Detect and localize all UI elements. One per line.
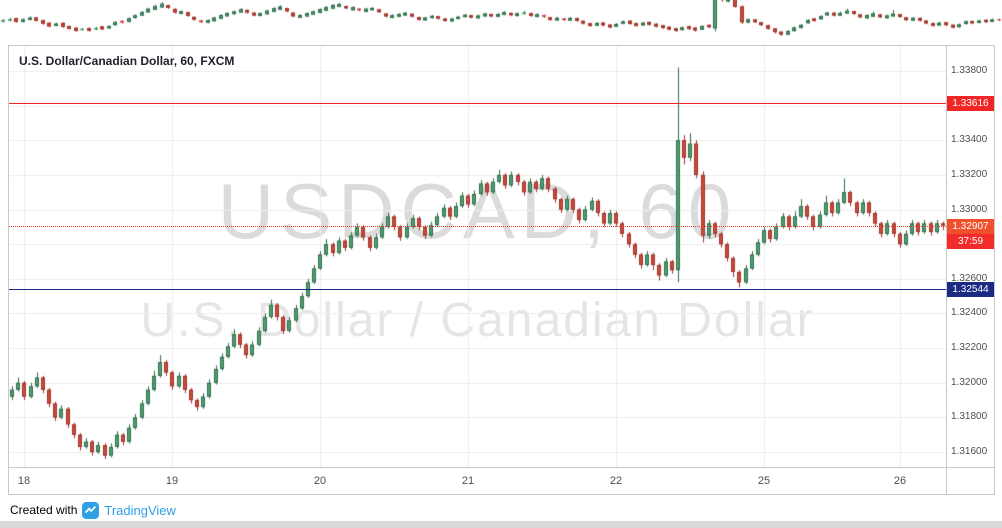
time-tick-label: 21	[461, 475, 475, 487]
tradingview-logo-icon[interactable]	[82, 501, 100, 519]
attribution-footer: Created with TradingView	[10, 501, 176, 519]
time-scale[interactable]: 18 19 20 21 22 25 26	[9, 468, 946, 494]
time-tick-label: 19	[165, 475, 179, 487]
support-line[interactable]	[9, 289, 946, 290]
resistance-line[interactable]	[9, 103, 946, 104]
price-tick-label: 1.32000	[951, 377, 988, 388]
price-axis-divider	[946, 46, 947, 494]
tradingview-brand[interactable]: TradingView	[104, 502, 176, 518]
price-tick-label: 1.31600	[951, 446, 988, 457]
support-price-badge: 1.32544	[947, 282, 994, 297]
time-tick-label: 25	[757, 475, 771, 487]
top-strip-canvas	[0, 0, 1002, 40]
price-tick-label: 1.33000	[951, 204, 988, 215]
background-chart-strip	[0, 0, 1002, 40]
time-tick-label: 26	[893, 475, 907, 487]
price-tick-label: 1.33400	[951, 134, 988, 145]
price-tick-label: 1.33200	[951, 169, 988, 180]
price-tick-label: 1.32200	[951, 342, 988, 353]
price-tick-label: 1.32600	[951, 273, 988, 284]
time-axis-divider	[9, 467, 994, 468]
price-scale[interactable]: 1.33616 1.32544 1.32907 37:59 1.33800 1.3…	[947, 46, 994, 467]
time-tick-label: 20	[313, 475, 327, 487]
countdown-badge: 37:59	[947, 234, 994, 249]
price-tick-label: 1.32400	[951, 307, 988, 318]
price-tick-label: 1.33800	[951, 65, 988, 76]
last-price-badge: 1.32907	[947, 219, 994, 234]
created-with-label: Created with	[10, 503, 78, 517]
candles-canvas[interactable]	[9, 46, 946, 467]
page-bottom-bar	[0, 521, 1002, 528]
time-tick-label: 22	[609, 475, 623, 487]
last-price-line	[9, 226, 946, 227]
chart-title[interactable]: U.S. Dollar/Canadian Dollar, 60, FXCM	[19, 54, 235, 68]
chart-panel: USDCAD, 60 U.S. Dollar / Canadian Dollar…	[8, 45, 995, 495]
resistance-price-badge: 1.33616	[947, 96, 994, 111]
time-tick-label: 18	[17, 475, 31, 487]
price-tick-label: 1.31800	[951, 411, 988, 422]
